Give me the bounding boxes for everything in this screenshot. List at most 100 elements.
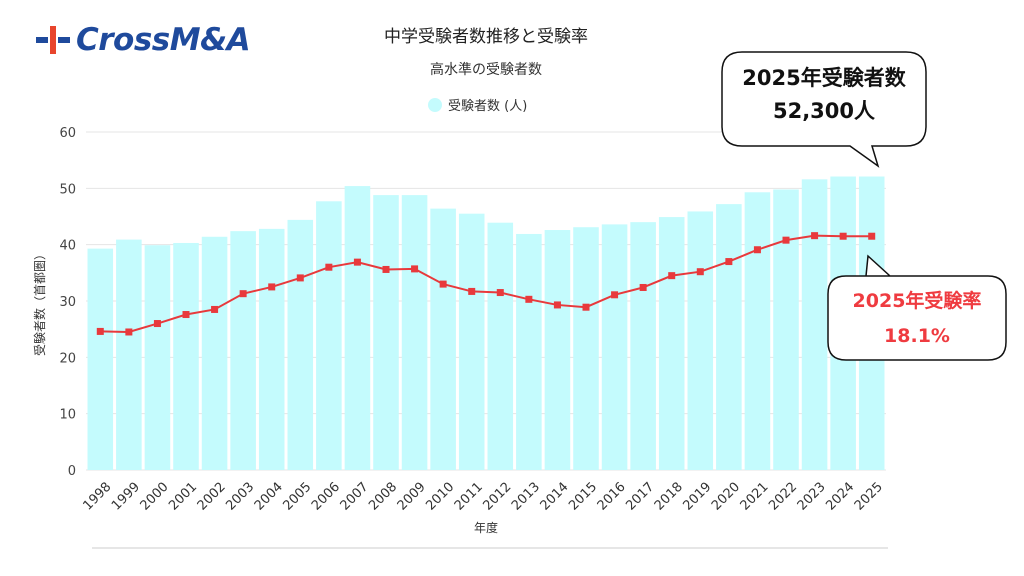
y-tick-label: 60 <box>59 126 76 141</box>
bar <box>258 228 285 470</box>
x-axis-ticks: 1998199920002001200220032004200520062007… <box>80 480 885 514</box>
callout-applicants-line2: 52,300人 <box>773 99 875 123</box>
rate-point <box>439 280 447 288</box>
legend-label: 受験者数 (人) <box>448 99 527 114</box>
rate-point <box>553 301 561 309</box>
callout-rate: 2025年受験率 18.1% <box>827 254 1007 361</box>
rate-point <box>268 283 276 291</box>
rate-point <box>582 303 590 311</box>
rate-point <box>411 265 419 273</box>
rate-point <box>239 290 247 298</box>
x-tick-label: 2019 <box>680 480 714 514</box>
cross-plus-icon <box>36 23 70 57</box>
rate-point <box>611 291 619 299</box>
bar <box>230 231 256 470</box>
rate-point <box>182 311 190 319</box>
x-tick-label: 2014 <box>538 480 572 514</box>
rate-point <box>96 327 104 335</box>
x-tick-label: 2016 <box>595 480 629 514</box>
x-tick-label: 2001 <box>166 480 200 514</box>
rate-point <box>668 272 676 280</box>
bar <box>87 248 114 470</box>
y-tick-label: 10 <box>59 408 76 423</box>
x-axis-label: 年度 <box>474 520 498 535</box>
bar <box>316 201 342 471</box>
rate-point <box>211 305 219 313</box>
legend-swatch <box>428 98 442 112</box>
chart-subtitle: 高水準の受験者数 <box>430 61 542 78</box>
rate-point <box>839 232 847 240</box>
rate-point <box>525 295 533 303</box>
x-tick-label: 2020 <box>709 480 743 514</box>
bar <box>173 242 199 470</box>
rate-point <box>153 320 161 328</box>
x-tick-label: 2024 <box>823 480 857 514</box>
x-tick-label: 2011 <box>452 480 486 514</box>
rate-point <box>811 232 819 240</box>
bar <box>516 233 542 470</box>
x-tick-label: 1998 <box>80 480 114 514</box>
y-tick-label: 30 <box>59 295 76 310</box>
x-tick-label: 2007 <box>338 480 372 514</box>
x-tick-label: 2017 <box>623 480 657 514</box>
y-axis-ticks: 0 10 20 30 40 50 60 <box>59 126 76 479</box>
rate-point <box>639 283 647 291</box>
chart-title: 中学受験者数推移と受験率 <box>384 27 588 47</box>
logo: CrossM&A <box>36 20 251 60</box>
x-tick-label: 2009 <box>395 480 429 514</box>
callout-applicants-line1: 2025年受験者数 <box>742 66 906 90</box>
x-tick-label: 2025 <box>852 480 886 514</box>
rate-point <box>468 287 476 295</box>
x-tick-label: 2000 <box>138 480 172 514</box>
x-tick-label: 2018 <box>652 480 686 514</box>
logo-text: CrossM&A <box>76 22 251 58</box>
bar <box>601 224 628 470</box>
x-tick-label: 2015 <box>566 480 600 514</box>
bar <box>458 213 485 470</box>
bar <box>716 204 742 470</box>
bar <box>744 192 771 470</box>
y-tick-label: 40 <box>59 239 76 254</box>
bar <box>401 195 428 471</box>
bar <box>630 222 656 470</box>
y-tick-label: 0 <box>68 464 76 479</box>
bar <box>201 236 228 470</box>
rate-point <box>296 274 304 282</box>
bar <box>144 245 171 470</box>
x-tick-label: 2002 <box>195 480 229 514</box>
bar <box>544 230 571 470</box>
x-tick-label: 2012 <box>480 480 514 514</box>
x-tick-label: 2005 <box>280 480 314 514</box>
rate-point <box>696 268 704 276</box>
x-tick-label: 2023 <box>795 480 829 514</box>
y-axis-label: 受験者数（首都圏） <box>32 248 47 356</box>
bar <box>573 227 599 470</box>
bar <box>287 219 314 470</box>
bar <box>773 189 799 470</box>
bar <box>116 239 142 470</box>
bar <box>801 179 828 470</box>
bar <box>487 222 514 470</box>
x-tick-label: 2006 <box>309 480 343 514</box>
x-tick-label: 2022 <box>766 480 800 514</box>
y-tick-label: 50 <box>59 182 76 197</box>
y-tick-label: 20 <box>59 351 76 366</box>
x-tick-label: 2013 <box>509 480 543 514</box>
rate-point <box>868 232 876 240</box>
rate-point <box>325 263 333 271</box>
x-tick-label: 2003 <box>223 480 257 514</box>
rate-point <box>382 265 390 273</box>
callout-rate-line2: 18.1% <box>884 325 950 347</box>
x-tick-label: 2008 <box>366 480 400 514</box>
rate-point <box>125 328 133 336</box>
bar <box>658 217 685 470</box>
callout-rate-line1: 2025年受験率 <box>853 289 982 312</box>
rate-point <box>496 289 504 297</box>
x-tick-label: 2004 <box>252 480 286 514</box>
rate-point <box>353 258 361 266</box>
bar <box>430 208 456 470</box>
rate-point <box>753 246 761 254</box>
x-tick-label: 2021 <box>738 480 772 514</box>
x-tick-label: 2010 <box>423 480 457 514</box>
